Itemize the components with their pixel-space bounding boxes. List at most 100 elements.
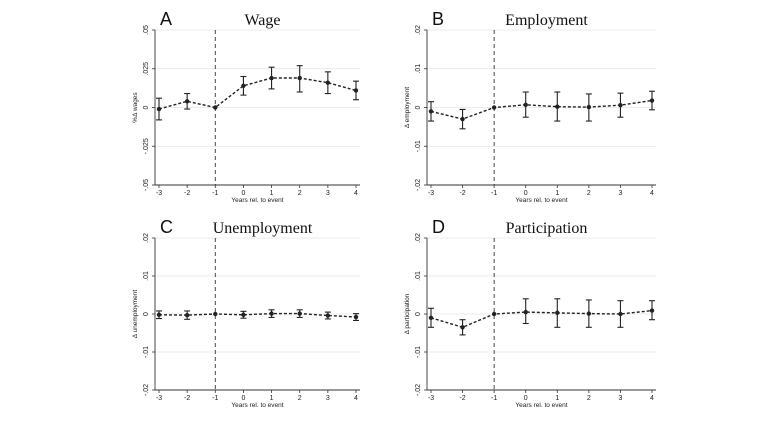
data-point [618, 102, 623, 108]
y-tick-label: -.02 [143, 384, 150, 396]
data-point [156, 106, 162, 112]
x-tick-label: 2 [587, 395, 591, 402]
panel-a-wage: A Wage Years rel. to event %Δ wages .05.… [132, 9, 360, 204]
data-point [297, 311, 302, 316]
data-point [269, 75, 274, 81]
y-tick-label: -.01 [143, 346, 150, 358]
data-point [460, 325, 465, 330]
y-tick-label: -.05 [143, 179, 150, 191]
x-tick-label: 0 [241, 190, 245, 197]
y-tick-label: 0 [143, 105, 150, 109]
x-tick-label: -3 [428, 395, 434, 402]
panel-c-unemployment: C Unemployment Years rel. to event Δ une… [132, 217, 360, 409]
panel-title: Participation [506, 220, 588, 237]
y-tick-label: -.025 [143, 138, 150, 154]
data-point [241, 312, 246, 317]
y-tick-label: .02 [143, 233, 150, 243]
data-point [491, 311, 497, 317]
x-tick-label: 1 [270, 395, 274, 402]
data-point [618, 311, 623, 317]
y-tick-label: .02 [415, 25, 422, 35]
data-point [586, 311, 592, 316]
x-tick-label: 0 [524, 190, 528, 197]
data-point [325, 313, 331, 318]
x-tick-label: 4 [650, 190, 654, 197]
panel-letter: C [160, 217, 173, 237]
panel-title: Wage [244, 12, 280, 29]
x-tick-label: 1 [555, 190, 559, 197]
x-tick-label: 3 [326, 395, 330, 402]
data-point [523, 102, 528, 107]
data-point [491, 105, 497, 110]
y-tick-label: -.02 [415, 384, 422, 396]
x-tick-label: -2 [184, 395, 190, 402]
x-tick-label: 0 [524, 395, 528, 402]
y-tick-label: -.01 [415, 346, 422, 358]
panel-letter: A [160, 9, 172, 29]
data-point [649, 98, 655, 103]
y-axis-label: Δ unemployment [132, 290, 139, 339]
panel-letter: B [432, 9, 444, 29]
data-point [460, 116, 465, 122]
data-point [586, 104, 592, 110]
data-point [156, 312, 162, 317]
y-tick-label: 0 [415, 312, 422, 316]
data-point [649, 308, 655, 313]
data-point [184, 99, 190, 104]
data-point [555, 104, 560, 109]
y-tick-label: .01 [415, 271, 422, 281]
x-tick-label: -1 [491, 395, 497, 402]
panel-b-employment: B Employment Years rel. to event Δ emplo… [404, 9, 656, 204]
x-tick-label: 3 [618, 190, 622, 197]
data-point [523, 309, 528, 315]
panel-letter: D [432, 217, 445, 237]
x-tick-label: 3 [326, 190, 330, 197]
panel-title: Employment [505, 12, 588, 29]
x-tick-label: 2 [298, 190, 302, 197]
x-tick-label: -1 [212, 190, 218, 197]
series-line [158, 312, 357, 318]
x-tick-label: -2 [459, 190, 465, 197]
data-point [353, 314, 359, 320]
x-axis-label: Years rel. to event [231, 197, 283, 204]
x-tick-label: 0 [241, 395, 245, 402]
y-tick-label: -.02 [415, 179, 422, 191]
x-tick-label: -1 [212, 395, 218, 402]
data-point [241, 83, 246, 89]
x-axis-label: Years rel. to event [231, 402, 283, 409]
x-tick-label: -2 [459, 395, 465, 402]
data-point [269, 311, 274, 316]
data-point [428, 109, 434, 114]
data-point [555, 310, 560, 316]
y-axis-label: Δ employment [404, 87, 411, 128]
y-tick-label: .025 [143, 62, 150, 76]
x-axis-label: Years rel. to event [515, 197, 567, 204]
data-point [184, 312, 190, 318]
y-tick-label: -.01 [415, 140, 422, 152]
panel-d-participation: D Participation Years rel. to event Δ pa… [404, 217, 656, 409]
x-tick-label: 4 [354, 190, 358, 197]
panel-title: Unemployment [213, 220, 313, 237]
x-axis-label: Years rel. to event [515, 402, 567, 409]
data-point [428, 315, 434, 320]
data-point [213, 311, 218, 317]
x-tick-label: 2 [298, 395, 302, 402]
x-tick-label: 4 [650, 395, 654, 402]
y-tick-label: .05 [143, 25, 150, 35]
y-tick-label: .01 [143, 271, 150, 281]
y-tick-label: 0 [143, 312, 150, 316]
x-tick-label: 1 [555, 395, 559, 402]
x-tick-label: -2 [184, 190, 190, 197]
x-tick-label: 2 [587, 190, 591, 197]
series-line [430, 99, 653, 120]
x-tick-label: -3 [156, 395, 162, 402]
x-tick-label: -3 [156, 190, 162, 197]
y-axis-label: Δ participation [404, 293, 411, 334]
x-tick-label: -1 [491, 190, 497, 197]
data-point [297, 75, 302, 81]
y-tick-label: .01 [415, 64, 422, 74]
x-tick-label: 4 [354, 395, 358, 402]
x-tick-label: 3 [618, 395, 622, 402]
data-point [353, 88, 359, 93]
